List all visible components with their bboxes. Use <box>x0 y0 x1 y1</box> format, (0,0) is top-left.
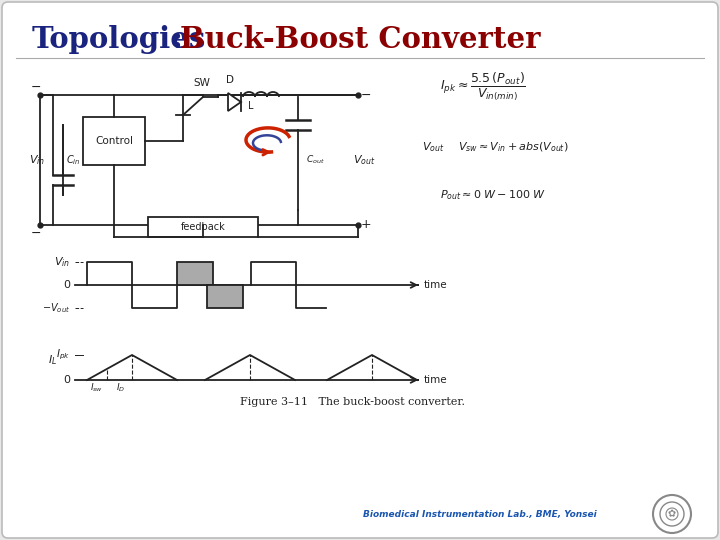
Text: $I_{pk} \approx \dfrac{5.5\,(P_{out})}{V_{in(min)}}$: $I_{pk} \approx \dfrac{5.5\,(P_{out})}{V… <box>440 71 526 103</box>
Text: $I_L$: $I_L$ <box>48 353 58 367</box>
Text: 0: 0 <box>63 280 70 290</box>
Text: 0: 0 <box>63 375 70 385</box>
Bar <box>83 117 145 165</box>
Text: $I_D$: $I_D$ <box>116 381 125 394</box>
Text: −: − <box>31 80 42 93</box>
Text: −: − <box>361 89 372 102</box>
Text: SW: SW <box>193 78 210 88</box>
Polygon shape <box>228 93 241 111</box>
Text: ✿: ✿ <box>668 509 676 519</box>
Text: D: D <box>226 75 234 85</box>
Bar <box>148 217 258 237</box>
Text: −: − <box>31 226 42 240</box>
Text: Biomedical Instrumentation Lab., BME, Yonsei: Biomedical Instrumentation Lab., BME, Yo… <box>363 510 597 518</box>
Text: $I_{pk}$: $I_{pk}$ <box>56 348 70 362</box>
Text: $C_{out}$: $C_{out}$ <box>306 154 325 166</box>
Text: L: L <box>248 101 253 111</box>
Text: Control: Control <box>95 136 133 146</box>
Text: $V_{in}$: $V_{in}$ <box>29 153 45 167</box>
Polygon shape <box>177 262 213 285</box>
Text: time: time <box>424 280 448 290</box>
Text: Buck-Boost Converter: Buck-Boost Converter <box>180 25 541 55</box>
Text: time: time <box>424 375 448 385</box>
Text: $I_{sw}$: $I_{sw}$ <box>90 381 104 394</box>
Text: +: + <box>361 219 372 232</box>
Text: Topologies: Topologies <box>32 25 207 55</box>
Text: $V_{sw} \approx V_{in} + abs(V_{out})$: $V_{sw} \approx V_{in} + abs(V_{out})$ <box>458 140 569 154</box>
Text: $P_{out} \approx 0\;W - 100\;W$: $P_{out} \approx 0\;W - 100\;W$ <box>440 188 546 202</box>
Text: Figure 3–11   The buck-boost converter.: Figure 3–11 The buck-boost converter. <box>240 397 465 407</box>
Text: $V_{in}$: $V_{in}$ <box>54 255 70 269</box>
Text: $V_{out}$: $V_{out}$ <box>353 153 376 167</box>
Text: $-V_{out}$: $-V_{out}$ <box>42 301 70 315</box>
Text: :: : <box>162 25 193 55</box>
Text: $C_{in}$: $C_{in}$ <box>66 153 81 167</box>
Text: $V_{out}$: $V_{out}$ <box>422 140 444 154</box>
Text: feedback: feedback <box>181 222 225 232</box>
Polygon shape <box>207 285 243 308</box>
